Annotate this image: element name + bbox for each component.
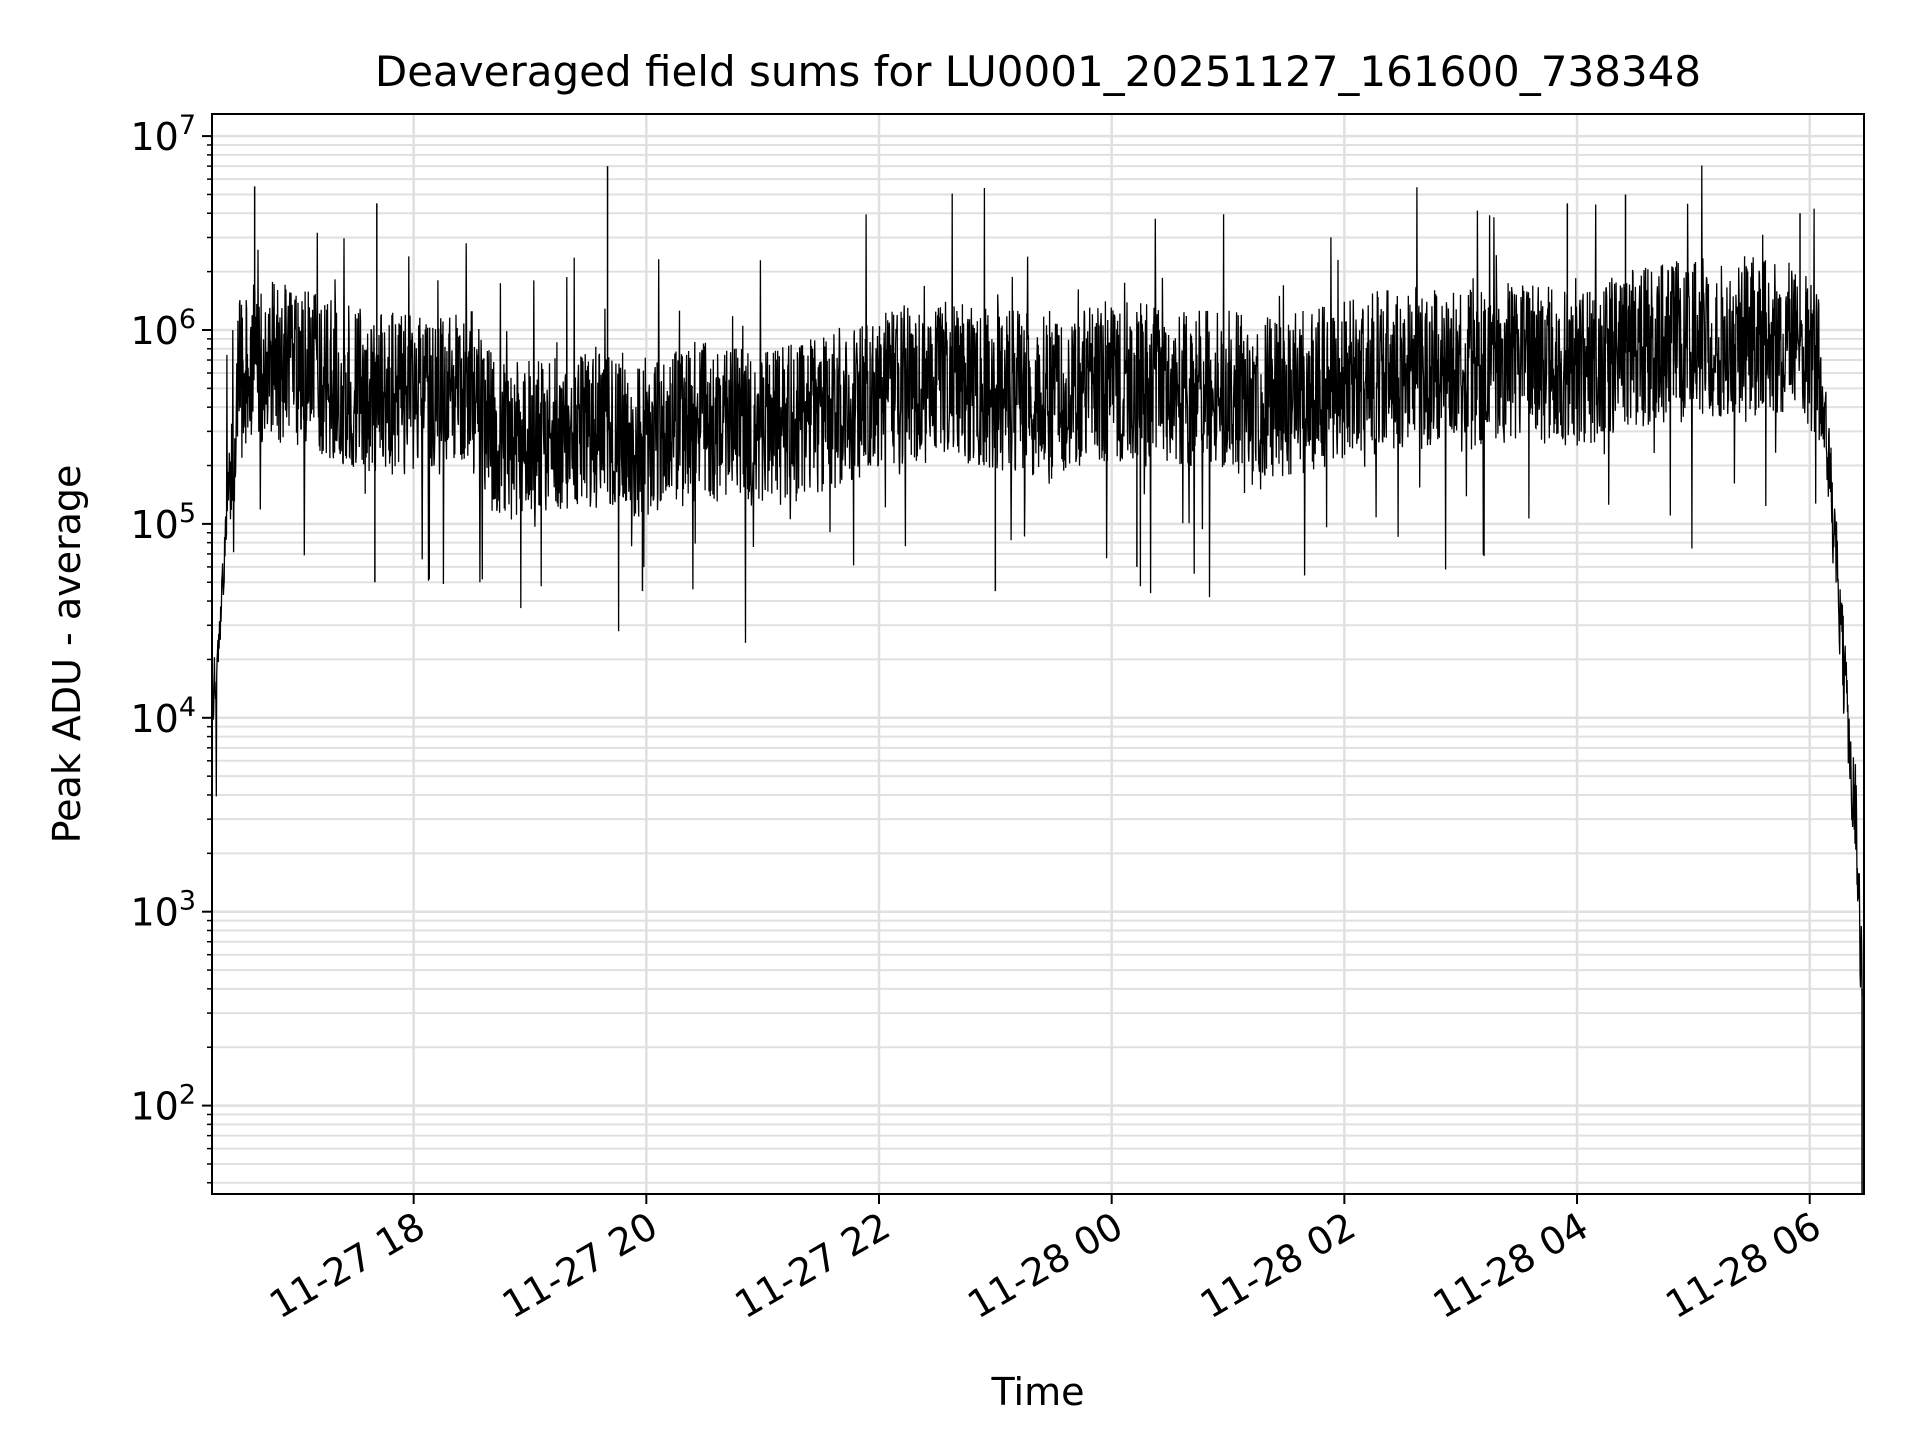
y-tick-label: 102 [130, 1080, 196, 1129]
y-tick-label: 105 [130, 498, 196, 547]
y-tick-label: 103 [130, 886, 196, 935]
y-tick-label: 106 [130, 304, 196, 353]
series-line [211, 165, 1863, 997]
y-axis-label: Peak ADU - average [45, 465, 89, 844]
y-tick-label: 107 [130, 110, 196, 159]
chart-title: Deaveraged field sums for LU0001_2025112… [375, 47, 1701, 96]
y-tick-label: 104 [130, 692, 196, 741]
plot-area [211, 165, 1863, 1194]
x-axis-label: Time [991, 1370, 1085, 1414]
axes-frame [211, 113, 1865, 1195]
